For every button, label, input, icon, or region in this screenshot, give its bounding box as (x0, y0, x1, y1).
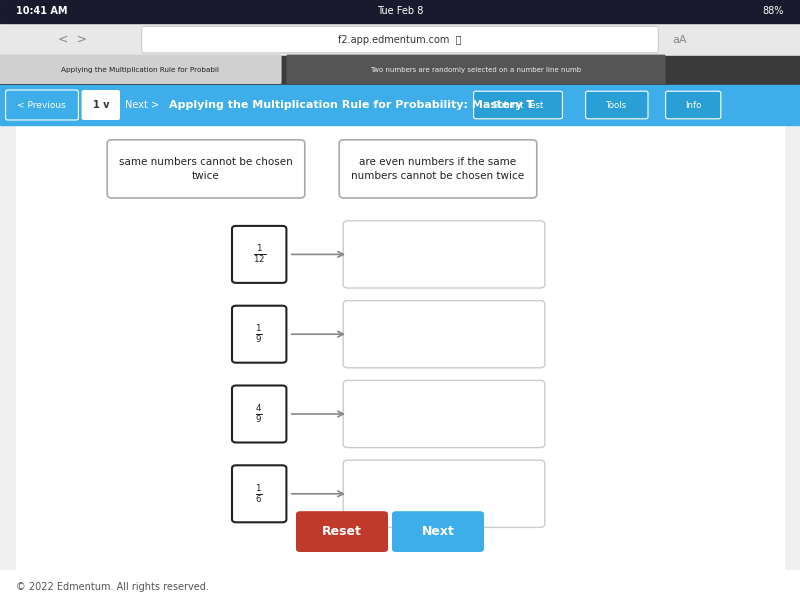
FancyBboxPatch shape (296, 511, 388, 552)
FancyBboxPatch shape (232, 466, 286, 522)
Text: <  >: < > (58, 33, 86, 46)
FancyBboxPatch shape (232, 226, 286, 283)
Text: are even numbers if the same
numbers cannot be chosen twice: are even numbers if the same numbers can… (351, 157, 525, 181)
Text: $\frac{1}{12}$: $\frac{1}{12}$ (253, 244, 266, 265)
Text: Two numbers are randomly selected on a number line numb: Two numbers are randomly selected on a n… (370, 67, 582, 73)
FancyBboxPatch shape (343, 460, 545, 527)
Text: $\frac{4}{9}$: $\frac{4}{9}$ (255, 403, 263, 425)
Bar (0, 85, 800, 125)
FancyBboxPatch shape (142, 26, 658, 53)
Text: Reset: Reset (322, 525, 362, 538)
Bar (0, 570, 800, 600)
FancyBboxPatch shape (286, 55, 666, 84)
FancyBboxPatch shape (232, 386, 286, 443)
FancyBboxPatch shape (392, 511, 484, 552)
Text: Submit Test: Submit Test (493, 100, 543, 109)
Text: Applying the Multiplication Rule for Probability: Mastery T: Applying the Multiplication Rule for Pro… (170, 100, 534, 110)
Text: Applying the Multiplication Rule for Probabil: Applying the Multiplication Rule for Pro… (61, 67, 219, 73)
FancyBboxPatch shape (107, 140, 305, 198)
Bar (0, 23, 800, 56)
Text: © 2022 Edmentum. All rights reserved.: © 2022 Edmentum. All rights reserved. (15, 582, 209, 592)
FancyBboxPatch shape (343, 380, 545, 448)
FancyBboxPatch shape (343, 221, 545, 288)
Text: Next >: Next > (126, 100, 159, 110)
FancyBboxPatch shape (0, 55, 282, 84)
Text: 88%: 88% (762, 7, 784, 16)
FancyBboxPatch shape (232, 306, 286, 362)
FancyBboxPatch shape (474, 91, 562, 119)
Text: < Previous: < Previous (18, 100, 66, 109)
Text: same numbers cannot be chosen
twice: same numbers cannot be chosen twice (119, 157, 293, 181)
Text: Tue Feb 8: Tue Feb 8 (377, 7, 423, 16)
Text: f2.app.edmentum.com  🔒: f2.app.edmentum.com 🔒 (338, 35, 462, 44)
Text: 1 v: 1 v (93, 100, 109, 110)
Text: 10:41 AM: 10:41 AM (16, 7, 67, 16)
Bar (0, 0, 800, 23)
Bar (0, 56, 800, 85)
Text: $\frac{1}{9}$: $\frac{1}{9}$ (255, 323, 263, 345)
FancyBboxPatch shape (343, 301, 545, 368)
Text: Info: Info (685, 100, 702, 109)
Text: $\frac{1}{6}$: $\frac{1}{6}$ (255, 483, 263, 505)
Text: Next: Next (422, 525, 454, 538)
FancyBboxPatch shape (586, 91, 648, 119)
FancyBboxPatch shape (666, 91, 721, 119)
Text: Tools: Tools (606, 100, 627, 109)
Bar (16, 125, 784, 576)
FancyBboxPatch shape (6, 90, 78, 120)
FancyBboxPatch shape (339, 140, 537, 198)
FancyBboxPatch shape (82, 90, 120, 120)
Text: aA: aA (673, 35, 687, 44)
